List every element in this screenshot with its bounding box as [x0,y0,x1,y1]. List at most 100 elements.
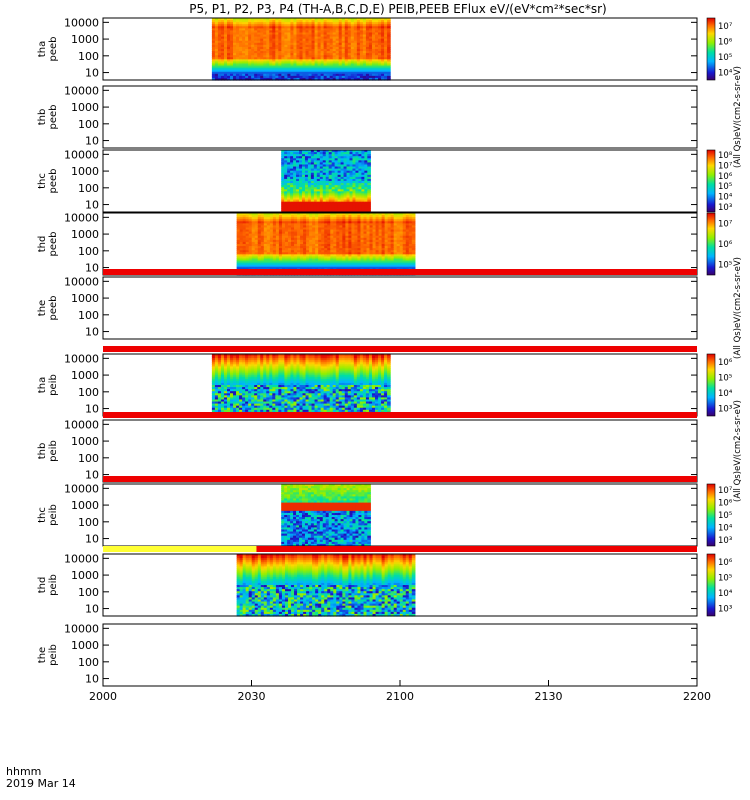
heatmap-cell [293,42,298,46]
heatmap-cell [287,150,291,153]
heatmap-cell [368,34,373,38]
heatmap-cell [278,237,283,241]
heatmap-cell [236,233,241,237]
heatmap-cell [365,22,370,25]
heatmap-cell [236,20,240,23]
heatmap-cell [281,199,285,203]
heatmap-cell [266,262,271,266]
heatmap-cell [346,193,351,197]
heatmap-cell [269,223,274,226]
heatmap-cell [362,28,367,31]
heatmap-cell [365,49,370,52]
heatmap-cell [299,75,304,79]
heatmap-cell [284,61,289,65]
heatmap-cell [317,42,322,46]
heatmap-cell [278,258,283,262]
heatmap-cell [242,59,246,62]
heatmap-cell [341,73,346,77]
heatmap-cell [305,44,310,48]
heatmap-cell [359,57,364,60]
heatmap-cell [311,40,316,44]
heatmap-cell [217,67,222,71]
heatmap-cell [263,65,267,69]
heatmap-cell [266,44,270,48]
heatmap-cell [387,28,391,31]
heatmap-cell [329,22,334,25]
heatmap-cell [299,20,304,23]
heatmap-cell [326,44,331,48]
heatmap-cell [227,40,231,44]
heatmap-cell [358,187,362,190]
heatmap-cell [272,57,276,60]
heatmap-cell [248,30,252,34]
heatmap-cell [368,75,373,79]
heatmap-cell [375,75,379,79]
heatmap-cell [332,26,337,29]
heatmap-cell [251,227,256,231]
heatmap-cell [332,63,337,67]
heatmap-cell [269,246,274,249]
heatmap-cell [223,73,228,77]
heatmap-cell [266,40,270,44]
heatmap-cell [361,205,365,209]
heatmap-cell [287,166,291,170]
heatmap-cell [263,53,267,56]
heatmap-cell [384,20,388,23]
heatmap-cell [338,69,343,73]
heatmap-cell [371,51,376,54]
heatmap-cell [313,152,318,155]
heatmap-cell [263,233,268,237]
heatmap-cell [353,73,358,77]
heatmap-cell [381,51,385,54]
heatmap-cell [308,36,313,40]
heatmap-cell [293,183,297,186]
panel-ylabel-line: peeb [48,296,59,321]
heatmap-cell [317,71,322,75]
heatmap-cell [239,32,243,36]
heatmap-cell [325,207,330,211]
heatmap-cell [278,22,282,25]
heatmap-cell [266,42,270,46]
heatmap-cell [319,181,324,184]
heatmap-cell [269,229,274,233]
heatmap-cell [248,61,252,65]
heatmap-cell [384,28,388,31]
heatmap-cell [349,199,354,203]
heatmap-cell [275,225,280,229]
heatmap-cell [332,38,337,42]
heatmap-cell [338,22,343,25]
heatmap-cell [365,38,370,42]
heatmap-cell [337,193,342,197]
heatmap-cell [322,152,327,155]
heatmap-cell [384,63,388,67]
heatmap-cell [326,69,331,73]
heatmap-cell [290,195,294,199]
heatmap-cell [378,77,382,81]
heatmap-cell [313,203,318,207]
heatmap-cell [349,203,354,207]
heatmap-cell [302,34,307,38]
heatmap-cell [290,152,294,155]
heatmap-cell [384,67,388,71]
heatmap-cell [307,195,312,199]
heatmap-cell [378,24,382,27]
heatmap-cell [328,162,333,166]
heatmap-cell [301,158,306,161]
heatmap-cell [368,18,373,21]
heatmap-cell [269,24,273,27]
heatmap-cell [248,231,253,235]
heatmap-cell [310,191,315,194]
heatmap-cell [304,189,309,192]
heatmap-cell [245,34,249,38]
heatmap-cell [287,203,291,207]
heatmap-cell [217,44,222,48]
heatmap-cell [296,26,301,29]
heatmap-cell [347,75,352,79]
heatmap-cell [269,252,274,255]
heatmap-cell [301,193,306,197]
heatmap-cell [230,42,234,46]
heatmap-cell [269,42,273,46]
heatmap-cell [236,221,241,224]
heatmap-cell [245,248,250,251]
heatmap-cell [290,36,295,40]
